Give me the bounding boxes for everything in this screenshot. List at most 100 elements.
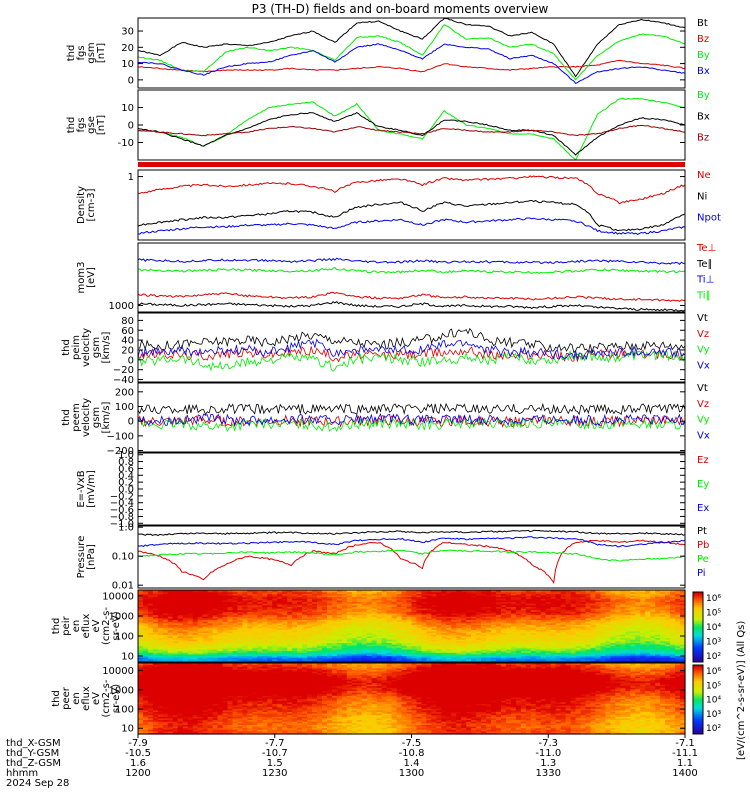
heatmap-cell [401,606,408,609]
heatmap-cell [202,622,209,625]
heatmap-cell [630,639,636,642]
heatmap-cell [590,655,597,658]
heatmap-cell [326,639,333,642]
heatmap-cell [520,614,527,617]
heatmap-cell [575,601,582,604]
heatmap-cell [167,626,174,629]
heatmap-cell [431,634,437,637]
heatmap-cell [615,603,621,606]
heatmap-cell [575,655,582,658]
heatmap-cell [595,653,602,657]
heatmap-cell [257,627,263,630]
heatmap-cell [585,622,592,625]
heatmap-cell [317,627,323,630]
heatmap-cell [202,644,209,647]
heatmap-cell [650,647,656,650]
heatmap-cell [615,617,621,621]
heatmap-cell [272,639,278,642]
heatmap-cell [302,645,308,648]
heatmap-cell [272,596,278,599]
heatmap-cell [456,640,462,643]
heatmap-cell [267,658,273,661]
heatmap-cell [486,657,492,660]
heatmap-cell [670,604,676,607]
heatmap-cell [152,635,159,639]
heatmap-cell [515,635,522,639]
heatmap-cell [565,612,572,616]
heatmap-cell [476,622,482,625]
heatmap-cell [461,596,467,599]
heatmap-cell [540,642,547,645]
heatmap-cell [267,594,273,598]
heatmap-cell [411,591,418,594]
heatmap-cell [287,593,293,596]
heatmap-cell [610,630,616,634]
heatmap-cell [167,644,174,647]
heatmap-cell [326,645,333,648]
heatmap-cell [466,611,472,614]
heatmap-cell [501,653,507,657]
heatmap-cell [545,644,552,647]
heatmap-cell [351,617,358,621]
heatmap-cell [192,609,199,612]
heatmap-cell [371,599,378,603]
heatmap-cell [595,616,602,619]
heatmap-cell [535,645,542,648]
heatmap-cell [272,644,278,647]
heatmap-cell [640,606,646,609]
heatmap-cell [426,642,432,645]
heatmap-cell [167,657,174,660]
heatmap-cell [570,609,577,612]
heatmap-cell [585,652,592,655]
heatmap-cell [515,608,522,611]
heatmap-cell [376,604,383,607]
heatmap-cell [346,598,353,601]
heatmap-cell [157,647,164,650]
heatmap-cell [326,608,333,611]
heatmap-cell [416,612,423,616]
heatmap-cell [312,596,318,599]
heatmap-cell [292,653,298,657]
series-line-Bz [137,59,686,73]
heatmap-cell [431,657,437,660]
heatmap-cell [147,621,154,624]
heatmap-cell [262,596,268,599]
heatmap-cell [167,639,174,642]
heatmap-cell [580,599,587,603]
heatmap-cell [222,645,229,648]
heatmap-cell [138,637,144,640]
heatmap-cell [560,642,567,645]
heatmap-cell [436,603,442,606]
heatmap-cell [451,660,457,663]
heatmap-cell [147,593,154,596]
heatmap-cell [505,621,512,624]
heatmap-cell [560,653,567,657]
heatmap-cell [560,660,567,663]
heatmap-cell [217,622,224,625]
heatmap-cell [660,609,666,612]
heatmap-cell [217,637,224,640]
heatmap-cell [267,606,273,609]
heatmap-cell [262,630,268,634]
heatmap-cell [520,640,527,643]
heatmap-cell [172,637,179,640]
heatmap-cell [635,608,641,611]
heatmap-cell [167,612,174,616]
heatmap-cell [272,648,278,652]
heatmap-cell [670,612,676,616]
heatmap-cell [282,635,288,639]
heatmap-cell [371,627,378,630]
heatmap-cell [416,634,423,637]
heatmap-cell [441,596,447,599]
heatmap-cell [237,640,244,643]
heatmap-cell [590,658,597,661]
heatmap-cell [147,624,154,627]
heatmap-cell [481,624,487,627]
heatmap-cell [570,648,577,652]
series-line-Bt [137,18,686,78]
heatmap-cell [431,611,437,614]
heatmap-cell [217,642,224,645]
heatmap-cell [302,619,308,622]
heatmap-cell [138,591,144,594]
